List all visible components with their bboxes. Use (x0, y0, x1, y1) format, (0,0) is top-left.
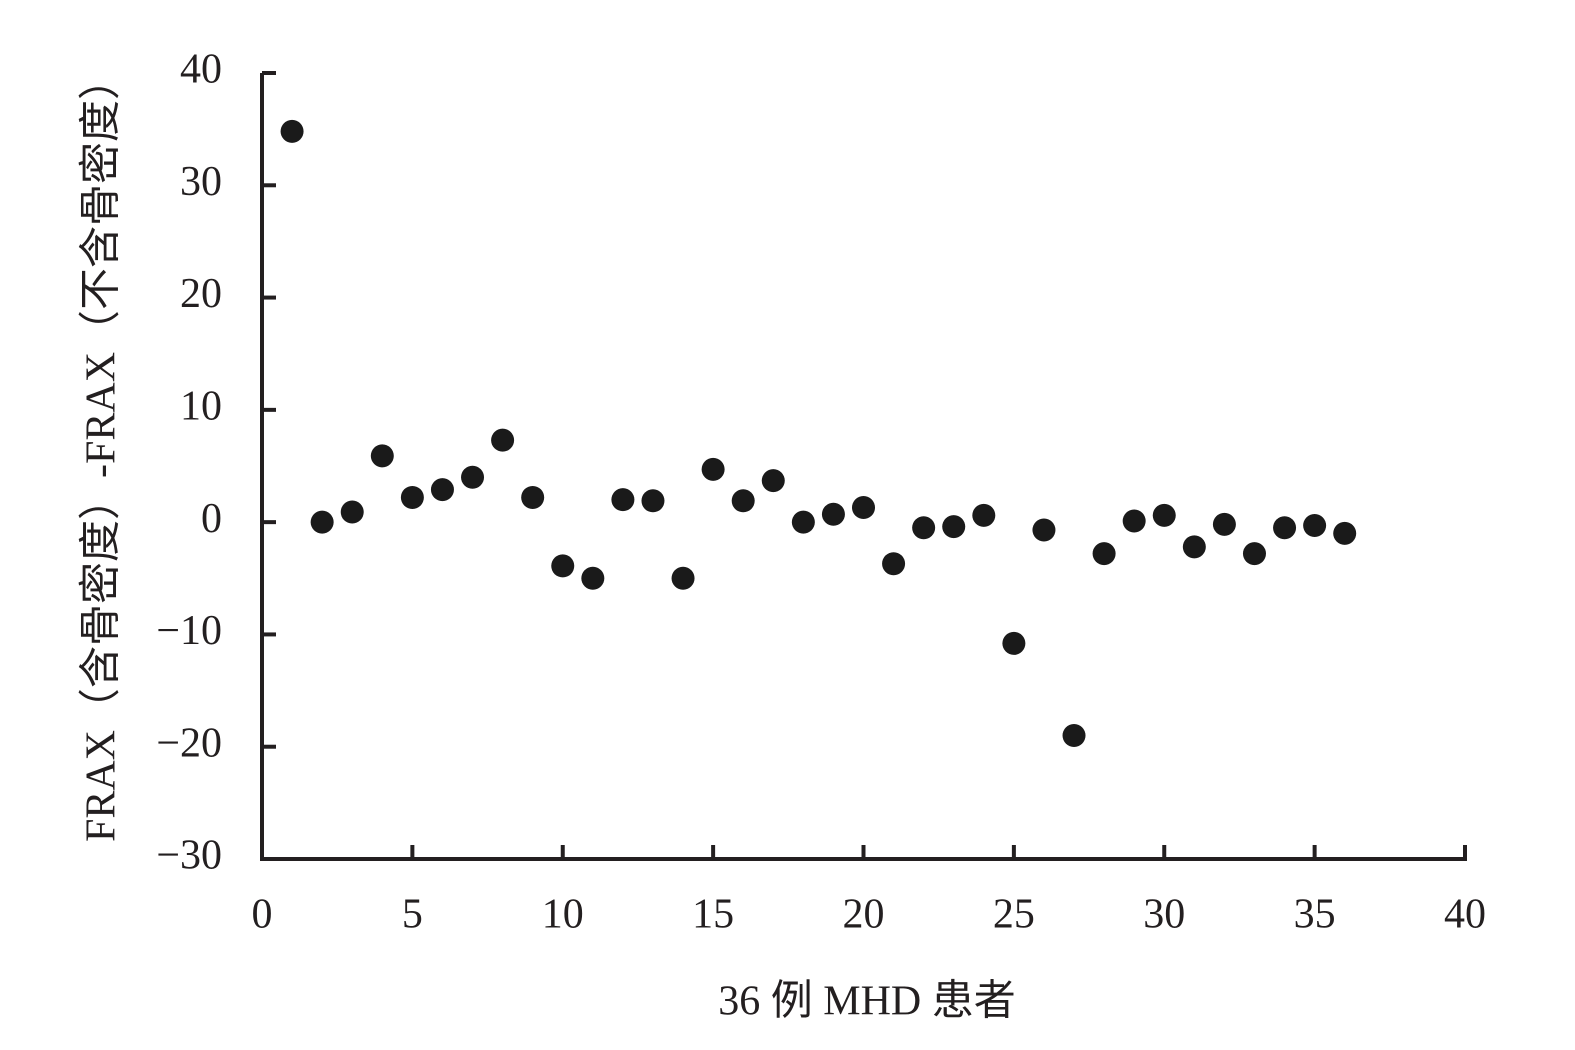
point (340, 500, 364, 524)
x-tick-label: 5 (402, 892, 423, 938)
point (1273, 516, 1297, 540)
point (521, 485, 545, 509)
point (1152, 503, 1176, 527)
point (791, 510, 815, 534)
point (1092, 542, 1116, 566)
point (731, 489, 755, 513)
y-tick-label: 10 (180, 383, 222, 429)
point (1333, 521, 1357, 545)
point (1032, 518, 1056, 542)
point (491, 428, 515, 452)
point (671, 566, 695, 590)
point (280, 119, 304, 143)
point (461, 465, 485, 489)
point (701, 457, 725, 481)
point (310, 510, 334, 534)
x-tick-label: 15 (692, 892, 734, 938)
x-tick-label: 30 (1143, 892, 1185, 938)
point (611, 488, 635, 512)
y-tick-label: −10 (156, 608, 222, 654)
point (1212, 512, 1236, 536)
point (1062, 723, 1086, 747)
point (972, 503, 996, 527)
point (551, 554, 575, 578)
y-tick-label: 0 (201, 496, 222, 542)
y-tick-label: −20 (156, 720, 222, 766)
point (430, 478, 454, 502)
point (1002, 631, 1026, 655)
point (370, 444, 394, 468)
point (581, 566, 605, 590)
x-tick-label: 35 (1294, 892, 1336, 938)
point (1122, 509, 1146, 533)
x-tick-label: 20 (843, 892, 885, 938)
point (912, 516, 936, 540)
x-tick-label: 0 (252, 892, 273, 938)
point (821, 502, 845, 526)
x-axis-label: 36 例 MHD 患者 (718, 979, 1016, 1025)
point (641, 489, 665, 513)
point (761, 469, 785, 493)
y-tick-label: 30 (180, 159, 222, 205)
x-tick-label: 10 (542, 892, 584, 938)
y-tick-label: −30 (156, 833, 222, 879)
point (400, 485, 424, 509)
point (852, 496, 875, 520)
point (942, 515, 966, 539)
x-tick-label: 25 (993, 892, 1035, 938)
y-tick-label: 40 (180, 47, 222, 93)
point (1303, 514, 1327, 538)
y-tick-label: 20 (180, 271, 222, 317)
point (1182, 535, 1206, 559)
point (882, 552, 906, 576)
x-tick-label: 40 (1444, 892, 1486, 938)
point (1242, 542, 1266, 566)
y-axis-label: FRAX（含骨密度）-FRAX（不含骨密度） (78, 58, 125, 842)
